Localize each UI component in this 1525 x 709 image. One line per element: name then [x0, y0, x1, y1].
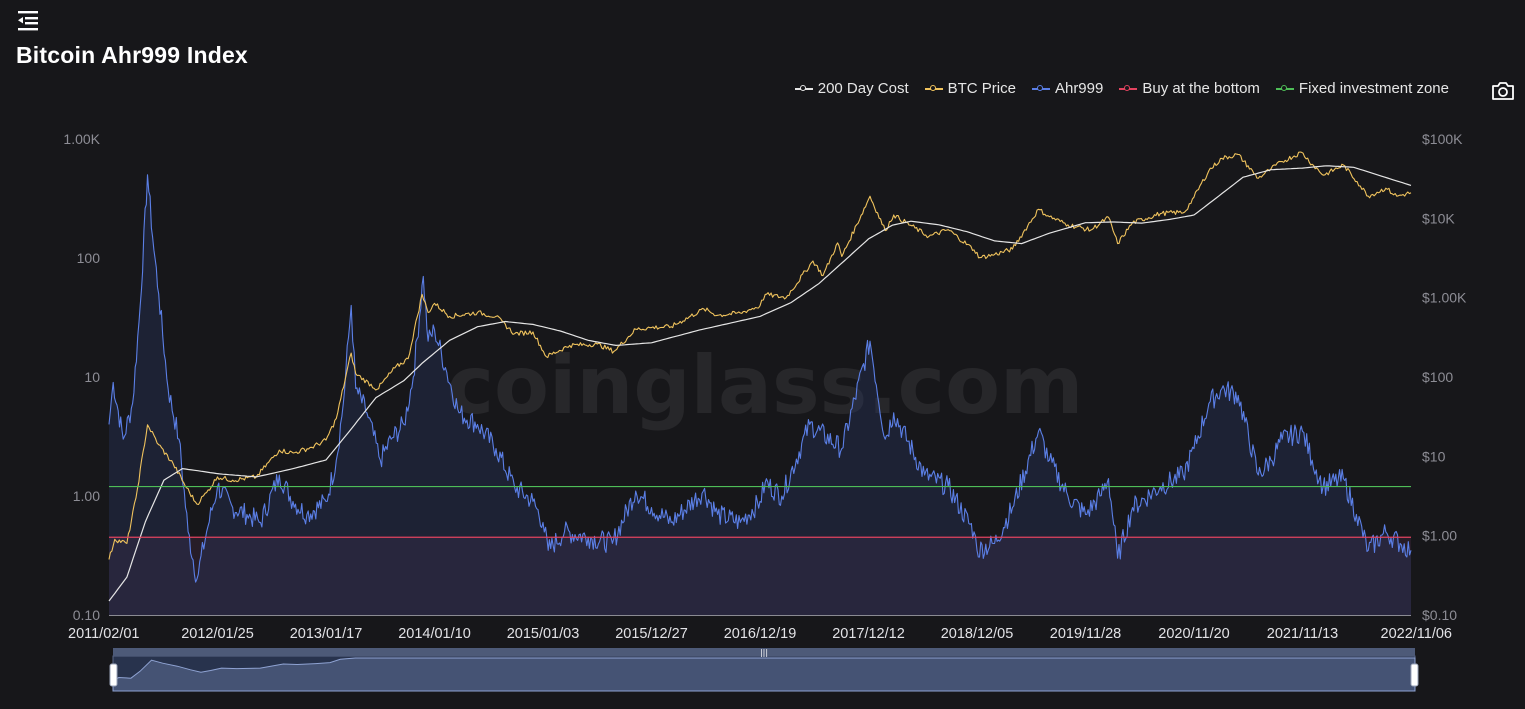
legend-label: Buy at the bottom	[1142, 80, 1260, 97]
buy-zone-fill	[109, 537, 1411, 615]
legend-label: BTC Price	[947, 80, 1016, 97]
page-title: Bitcoin Ahr999 Index	[16, 42, 248, 68]
ahr999-line	[108, 174, 1412, 583]
x-tick-label: 2013/01/17	[290, 626, 363, 642]
x-tick-label: 2020/11/20	[1158, 626, 1230, 642]
y-left-tick-label: 0.10	[73, 607, 100, 623]
x-tick-label: 2022/11/06	[1381, 626, 1453, 642]
y-right-tick-label: $10K	[1422, 210, 1455, 226]
legend-item-buy-at-the-bottom[interactable]: Buy at the bottom	[1119, 80, 1260, 97]
legend-swatch	[1275, 84, 1294, 94]
y-right-tick-label: $1.00K	[1422, 290, 1467, 306]
watermark: coinglass.com	[447, 339, 1084, 432]
x-tick-label: 2019/11/28	[1050, 626, 1122, 642]
legend-label: Fixed investment zone	[1298, 80, 1449, 97]
x-tick-label: 2017/12/12	[832, 626, 905, 642]
y-right-tick-label: $10	[1422, 448, 1446, 464]
x-tick-label: 2021/11/13	[1267, 626, 1339, 642]
legend-swatch	[794, 84, 813, 94]
y-left-tick-label: 1.00	[73, 488, 100, 504]
btc-price-line	[108, 151, 1412, 560]
x-tick-label: 2011/02/01	[68, 626, 140, 642]
legend-swatch	[1031, 84, 1050, 94]
legend-item-200-day-cost[interactable]: 200 Day Cost	[794, 80, 909, 97]
legend-swatch	[1119, 84, 1138, 94]
x-tick-label: 2012/01/25	[181, 626, 254, 642]
x-tick-label: 2015/01/03	[507, 626, 580, 642]
legend-label: Ahr999	[1054, 80, 1104, 97]
camera-icon[interactable]	[1491, 80, 1515, 102]
y-right-tick-label: $0.10	[1422, 607, 1457, 623]
x-tick-label: 2016/12/19	[724, 626, 797, 642]
range-slider-grip-icon: |||	[760, 648, 768, 657]
legend-label: 200 Day Cost	[817, 80, 909, 97]
chart-legend: 200 Day Cost BTC Price Ahr999 Buy at the…	[794, 80, 1449, 97]
y-right-tick-label: $100	[1422, 369, 1453, 385]
200-day-cost-line	[108, 165, 1412, 602]
menu-collapse-icon[interactable]	[14, 8, 42, 32]
legend-item-fixed-investment-zone[interactable]: Fixed investment zone	[1275, 80, 1449, 97]
range-slider-left-handle[interactable]	[109, 663, 118, 687]
legend-item-btc-price[interactable]: BTC Price	[924, 80, 1016, 97]
x-tick-label: 2018/12/05	[941, 626, 1014, 642]
x-tick-label: 2014/01/10	[398, 626, 471, 642]
x-tick-label: 2015/12/27	[615, 626, 688, 642]
y-right-tick-label: $1.00	[1422, 528, 1457, 544]
y-right-tick-label: $100K	[1422, 131, 1463, 147]
y-left-tick-label: 1.00K	[63, 131, 100, 147]
legend-swatch	[924, 84, 943, 94]
y-left-tick-label: 10	[84, 369, 100, 385]
range-slider-right-handle[interactable]	[1410, 663, 1419, 687]
ahr999-area	[109, 174, 1411, 616]
range-slider-preview	[112, 657, 1416, 692]
y-left-tick-label: 100	[77, 250, 101, 266]
range-slider-handle-bar	[113, 648, 1415, 656]
legend-item-ahr999[interactable]: Ahr999	[1031, 80, 1104, 97]
